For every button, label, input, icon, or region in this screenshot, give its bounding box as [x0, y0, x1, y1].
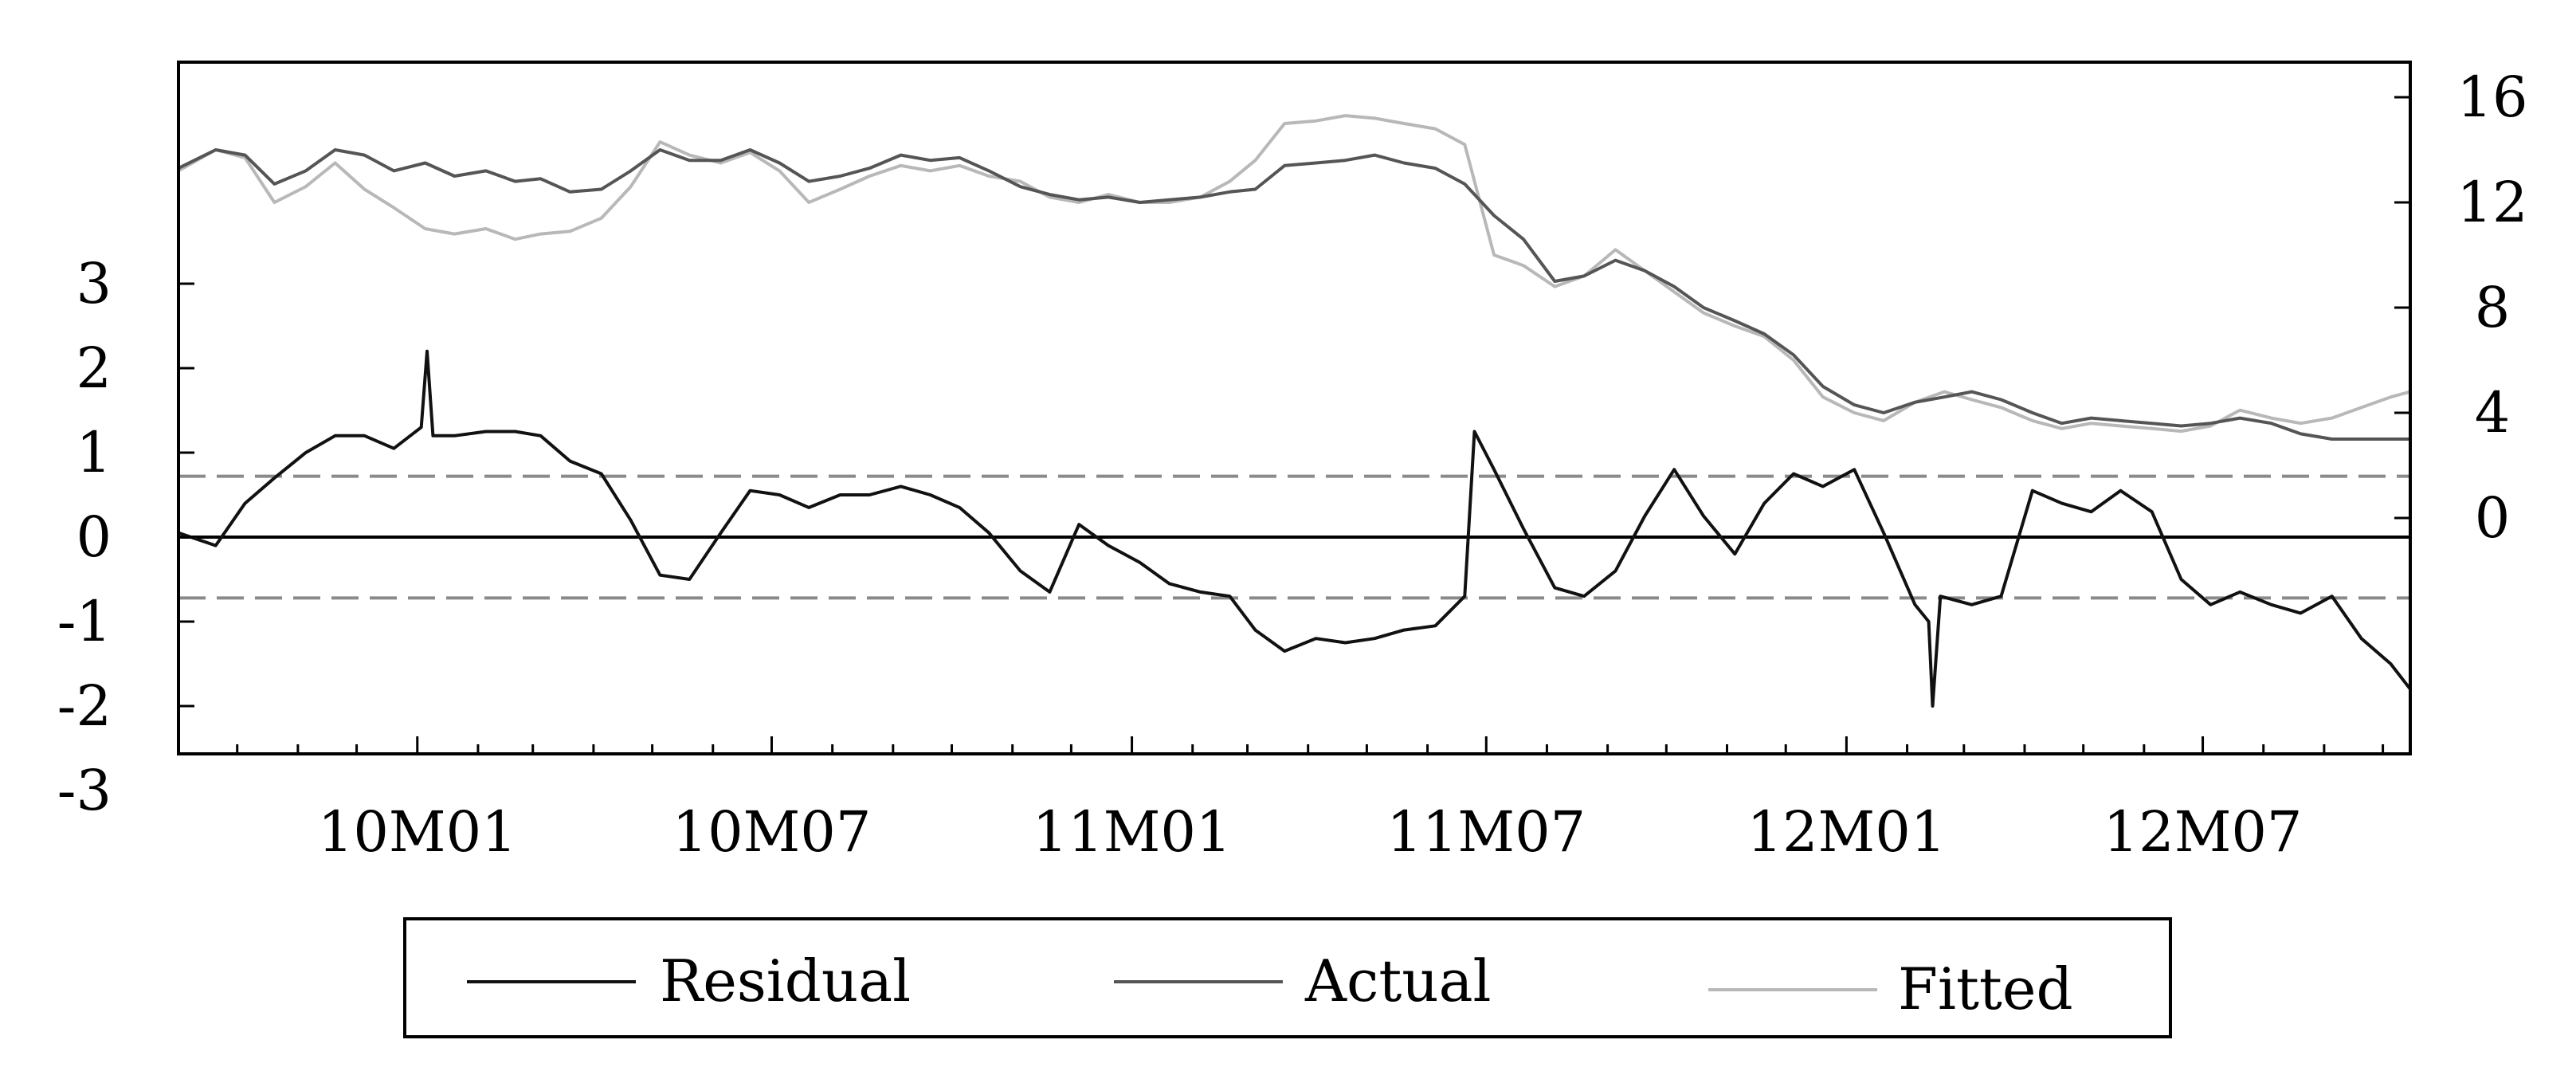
- y-left-tick-label: -3: [57, 758, 112, 823]
- legend-label-actual: Actual: [1304, 948, 1492, 1014]
- x-tick-label: 10M01: [318, 799, 517, 865]
- y-right-tick-label: 0: [2475, 485, 2511, 551]
- y-left-tick-label: -2: [57, 673, 112, 739]
- x-tick-label: 11M01: [1033, 799, 1232, 865]
- x-tick-label: 10M07: [672, 799, 872, 865]
- legend-box: [403, 917, 2172, 1038]
- y-left-tick-label: 0: [76, 504, 112, 570]
- y-right-tick-label: 16: [2456, 65, 2527, 130]
- series-line-actual: [178, 148, 2410, 441]
- x-tick-label: 12M07: [2104, 799, 2303, 865]
- series-line-fitted: [178, 114, 2411, 434]
- legend-label-fitted: Fitted: [1898, 955, 2073, 1022]
- series-actual-group: [178, 148, 2410, 441]
- series-residual-group: [178, 349, 2412, 708]
- legend-label-residual: Residual: [660, 948, 911, 1014]
- y-right-tick-label: 8: [2475, 275, 2511, 340]
- y-left-tick-label: 3: [76, 251, 112, 316]
- x-tick-label: 11M07: [1386, 799, 1586, 865]
- y-left-tick-label: 2: [76, 335, 112, 401]
- y-left-tick-label: 1: [76, 420, 112, 485]
- plot-frame: [177, 61, 2412, 755]
- series-fitted-group: [178, 114, 2411, 434]
- y-axis-left: -3 -2 -1 0 1 2 3: [57, 251, 194, 823]
- x-tick-label: 12M01: [1747, 799, 1946, 865]
- series-line-residual: [178, 349, 2412, 708]
- x-axis: 10M01 10M07 11M01 11M07 12M01 12M07: [236, 736, 2385, 865]
- y-axis-right: 0 4 8 12 16: [2394, 65, 2528, 551]
- y-left-tick-label: -1: [57, 589, 112, 654]
- y-right-tick-label: 12: [2456, 170, 2527, 235]
- legend: Residual Actual Fitted: [403, 917, 2172, 1038]
- y-right-tick-label: 4: [2475, 380, 2511, 445]
